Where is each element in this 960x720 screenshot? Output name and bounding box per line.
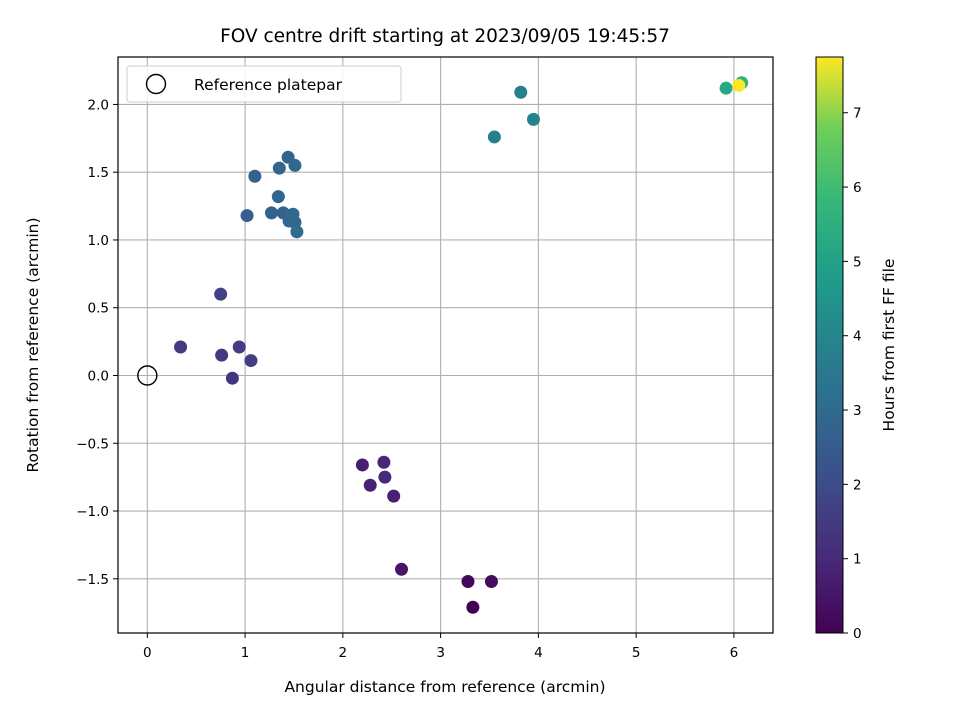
- x-axis-ticks: 0 1 2 3 4 5 6: [143, 633, 738, 661]
- x-tick-label: 5: [632, 645, 641, 661]
- y-tick-label: 2.0: [88, 97, 109, 113]
- data-point: [290, 225, 304, 239]
- x-tick-label: 2: [339, 645, 348, 661]
- data-point: [288, 158, 302, 172]
- scatter-points: [137, 76, 749, 614]
- colorbar-tick-label: 0: [853, 626, 862, 642]
- data-point: [466, 600, 480, 614]
- plot-frame: [117, 56, 774, 634]
- data-point: [240, 209, 254, 223]
- data-point: [461, 574, 475, 588]
- colorbar-tick-label: 6: [853, 180, 862, 196]
- colorbar-tick-label: 4: [853, 329, 862, 345]
- data-point: [732, 78, 746, 92]
- data-point: [244, 354, 258, 368]
- x-axis-label: Angular distance from reference (arcmin): [284, 678, 605, 696]
- y-tick-label: 1.0: [88, 233, 109, 249]
- data-point: [214, 287, 228, 301]
- colorbar-tick-label: 3: [853, 403, 862, 419]
- y-tick-label: −1.0: [76, 504, 109, 520]
- data-point: [248, 169, 262, 183]
- y-tick-label: 0.0: [88, 368, 109, 384]
- data-point: [719, 81, 733, 95]
- y-axis-ticks: −1.5 −1.0 −0.5 0.0 0.5 1.0 1.5 2.0: [76, 97, 118, 588]
- data-point: [378, 470, 392, 484]
- x-tick-label: 3: [436, 645, 445, 661]
- y-axis-label: Rotation from reference (arcmin): [24, 217, 42, 472]
- data-point: [387, 489, 401, 503]
- legend-label: Reference platepar: [194, 76, 343, 94]
- y-tick-label: −1.5: [76, 572, 109, 588]
- reference-platepar-marker: [137, 365, 158, 386]
- colorbar-tick-label: 1: [853, 552, 862, 568]
- data-point: [264, 206, 278, 220]
- data-point: [484, 574, 498, 588]
- x-tick-label: 0: [143, 645, 152, 661]
- legend-box: [126, 65, 402, 103]
- colorbar: 0 1 2 3 4 5 6 7 Hours from first FF file: [815, 56, 898, 642]
- data-point: [215, 348, 229, 362]
- data-point: [232, 340, 246, 354]
- data-point: [377, 455, 391, 469]
- data-point: [487, 130, 501, 144]
- chart-title: FOV centre drift starting at 2023/09/05 …: [220, 26, 670, 47]
- colorbar-gradient: [815, 56, 844, 634]
- data-point: [271, 190, 285, 204]
- data-point: [174, 340, 188, 354]
- colorbar-tick-label: 5: [853, 254, 862, 270]
- legend-marker-open-circle: [145, 73, 167, 95]
- y-tick-label: 0.5: [88, 301, 109, 317]
- data-point: [363, 478, 377, 492]
- data-point: [526, 112, 540, 126]
- data-point: [272, 161, 286, 175]
- data-point: [225, 371, 239, 385]
- colorbar-label: Hours from first FF file: [880, 259, 898, 432]
- legend: Reference platepar: [126, 65, 402, 103]
- plot-area: [118, 57, 773, 633]
- y-tick-label: −0.5: [76, 436, 109, 452]
- data-point: [514, 85, 528, 99]
- x-tick-label: 6: [730, 645, 739, 661]
- x-tick-label: 1: [241, 645, 250, 661]
- colorbar-tick-label: 2: [853, 477, 862, 493]
- x-tick-label: 4: [534, 645, 543, 661]
- data-point: [395, 562, 409, 576]
- data-point: [355, 458, 369, 472]
- y-tick-label: 1.5: [88, 165, 109, 181]
- colorbar-ticks: 0 1 2 3 4 5 6 7: [843, 106, 862, 642]
- colorbar-tick-label: 7: [853, 106, 862, 122]
